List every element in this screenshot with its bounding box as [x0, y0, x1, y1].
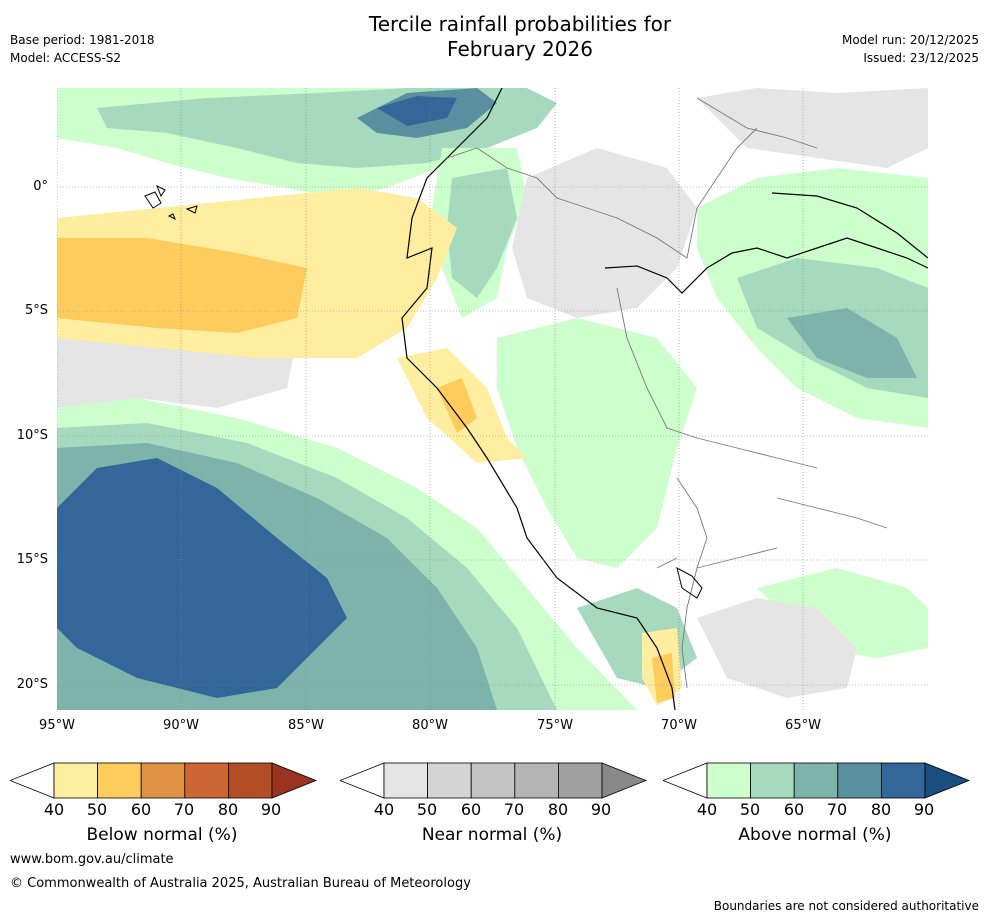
- below-segment-5: [227, 762, 273, 799]
- above-80-southwest-core: [57, 458, 347, 698]
- above-50-central: [497, 318, 697, 568]
- above-segment-1: [706, 762, 751, 799]
- below-extend-high: [271, 762, 318, 799]
- below-segment-3: [140, 762, 186, 799]
- above-80-north-core: [377, 96, 457, 126]
- above-tick-90: 90: [913, 800, 935, 819]
- near-tick-60: 60: [460, 800, 482, 819]
- near-normal-label: Near normal (%): [421, 825, 563, 845]
- near-50-northeast: [697, 88, 928, 168]
- footer-copyright: © Commonwealth of Australia 2025, Austra…: [10, 876, 471, 891]
- above-segment-3: [793, 762, 839, 799]
- colorbar-below: [10, 762, 318, 799]
- near-50-southeast: [697, 598, 857, 698]
- below-tick-40: 40: [43, 800, 65, 819]
- map-title: Tercile rainfall probabilities for Febru…: [0, 12, 988, 62]
- below-extend-low: [10, 762, 55, 799]
- near-extend-low: [340, 762, 385, 799]
- title-line-2: February 2026: [447, 37, 593, 61]
- above-normal-label: Above normal (%): [738, 825, 892, 845]
- below-segment-4: [184, 762, 229, 799]
- lon-label-80w: 80°W: [412, 718, 448, 733]
- below-tick-60: 60: [130, 800, 152, 819]
- below-tick-80: 80: [217, 800, 239, 819]
- lat-label-20s: 20°S: [16, 677, 48, 692]
- near-50-amazon: [512, 148, 697, 318]
- below-50-chile-coast: [652, 653, 675, 703]
- below-50-tropical-band: [57, 238, 307, 333]
- meta-left: Base period: 1981-2018 Model: ACCESS-S2: [10, 31, 155, 67]
- above-60-ecuador-band: [447, 168, 517, 298]
- below-tick-50: 50: [86, 800, 108, 819]
- colorbar-near: [340, 762, 648, 799]
- above-70-northeast: [787, 308, 917, 378]
- near-extend-high: [601, 762, 648, 799]
- footer-url[interactable]: www.bom.gov.au/climate: [10, 852, 174, 867]
- lat-label-0: 0°: [33, 179, 48, 194]
- graticule: [57, 88, 928, 710]
- below-segment-1: [53, 762, 98, 799]
- lake-titicaca: [676, 567, 703, 599]
- near-tick-90: 90: [590, 800, 612, 819]
- near-tick-40: 40: [373, 800, 395, 819]
- coastline: [401, 88, 676, 710]
- rainfall-map: [57, 88, 928, 710]
- above-segment-2: [750, 762, 795, 799]
- meta-right: Model run: 20/12/2025 Issued: 23/12/2025: [842, 31, 979, 67]
- below-segment-2: [97, 762, 142, 799]
- base-period: Base period: 1981-2018: [10, 33, 155, 47]
- near-segment-2: [427, 762, 472, 799]
- above-extend-high: [924, 762, 971, 799]
- lon-label-95w: 95°W: [39, 718, 75, 733]
- near-segment-4: [514, 762, 559, 799]
- country-borders: [446, 97, 888, 689]
- below-50-peru-coast: [437, 378, 477, 433]
- lon-label-70w: 70°W: [661, 718, 697, 733]
- near-segment-3: [470, 762, 516, 799]
- model-name: Model: ACCESS-S2: [10, 51, 122, 65]
- title-line-1: Tercile rainfall probabilities for: [368, 12, 672, 36]
- near-tick-70: 70: [503, 800, 525, 819]
- near-segment-5: [557, 762, 603, 799]
- below-tick-70: 70: [173, 800, 195, 819]
- above-tick-40: 40: [696, 800, 718, 819]
- issued-date: Issued: 23/12/2025: [863, 51, 979, 65]
- colorbar-above: [663, 762, 971, 799]
- lat-label-15s: 15°S: [16, 552, 48, 567]
- lon-label-75w: 75°W: [537, 718, 573, 733]
- lat-label-5s: 5°S: [24, 303, 48, 318]
- above-50-southeast-east: [757, 568, 928, 658]
- model-run: Model run: 20/12/2025: [841, 33, 979, 47]
- footer-disclaimer: Boundaries are not considered authoritat…: [713, 899, 979, 913]
- near-tick-50: 50: [416, 800, 438, 819]
- lon-label-65w: 65°W: [785, 718, 821, 733]
- amazon-river: [604, 237, 928, 294]
- above-segment-4: [837, 762, 882, 799]
- below-normal-label: Below normal (%): [86, 825, 238, 845]
- lon-label-85w: 85°W: [288, 718, 324, 733]
- near-segment-1: [383, 762, 428, 799]
- lon-label-90w: 90°W: [163, 718, 199, 733]
- above-tick-80: 80: [870, 800, 892, 819]
- lat-label-10s: 10°S: [16, 428, 48, 443]
- galapagos: [144, 184, 198, 221]
- above-extend-low: [663, 762, 708, 799]
- near-tick-80: 80: [547, 800, 569, 819]
- above-segment-5: [880, 762, 926, 799]
- above-tick-70: 70: [826, 800, 848, 819]
- below-tick-90: 90: [260, 800, 282, 819]
- northeast-river: [771, 192, 928, 259]
- above-tick-50: 50: [739, 800, 761, 819]
- above-tick-60: 60: [783, 800, 805, 819]
